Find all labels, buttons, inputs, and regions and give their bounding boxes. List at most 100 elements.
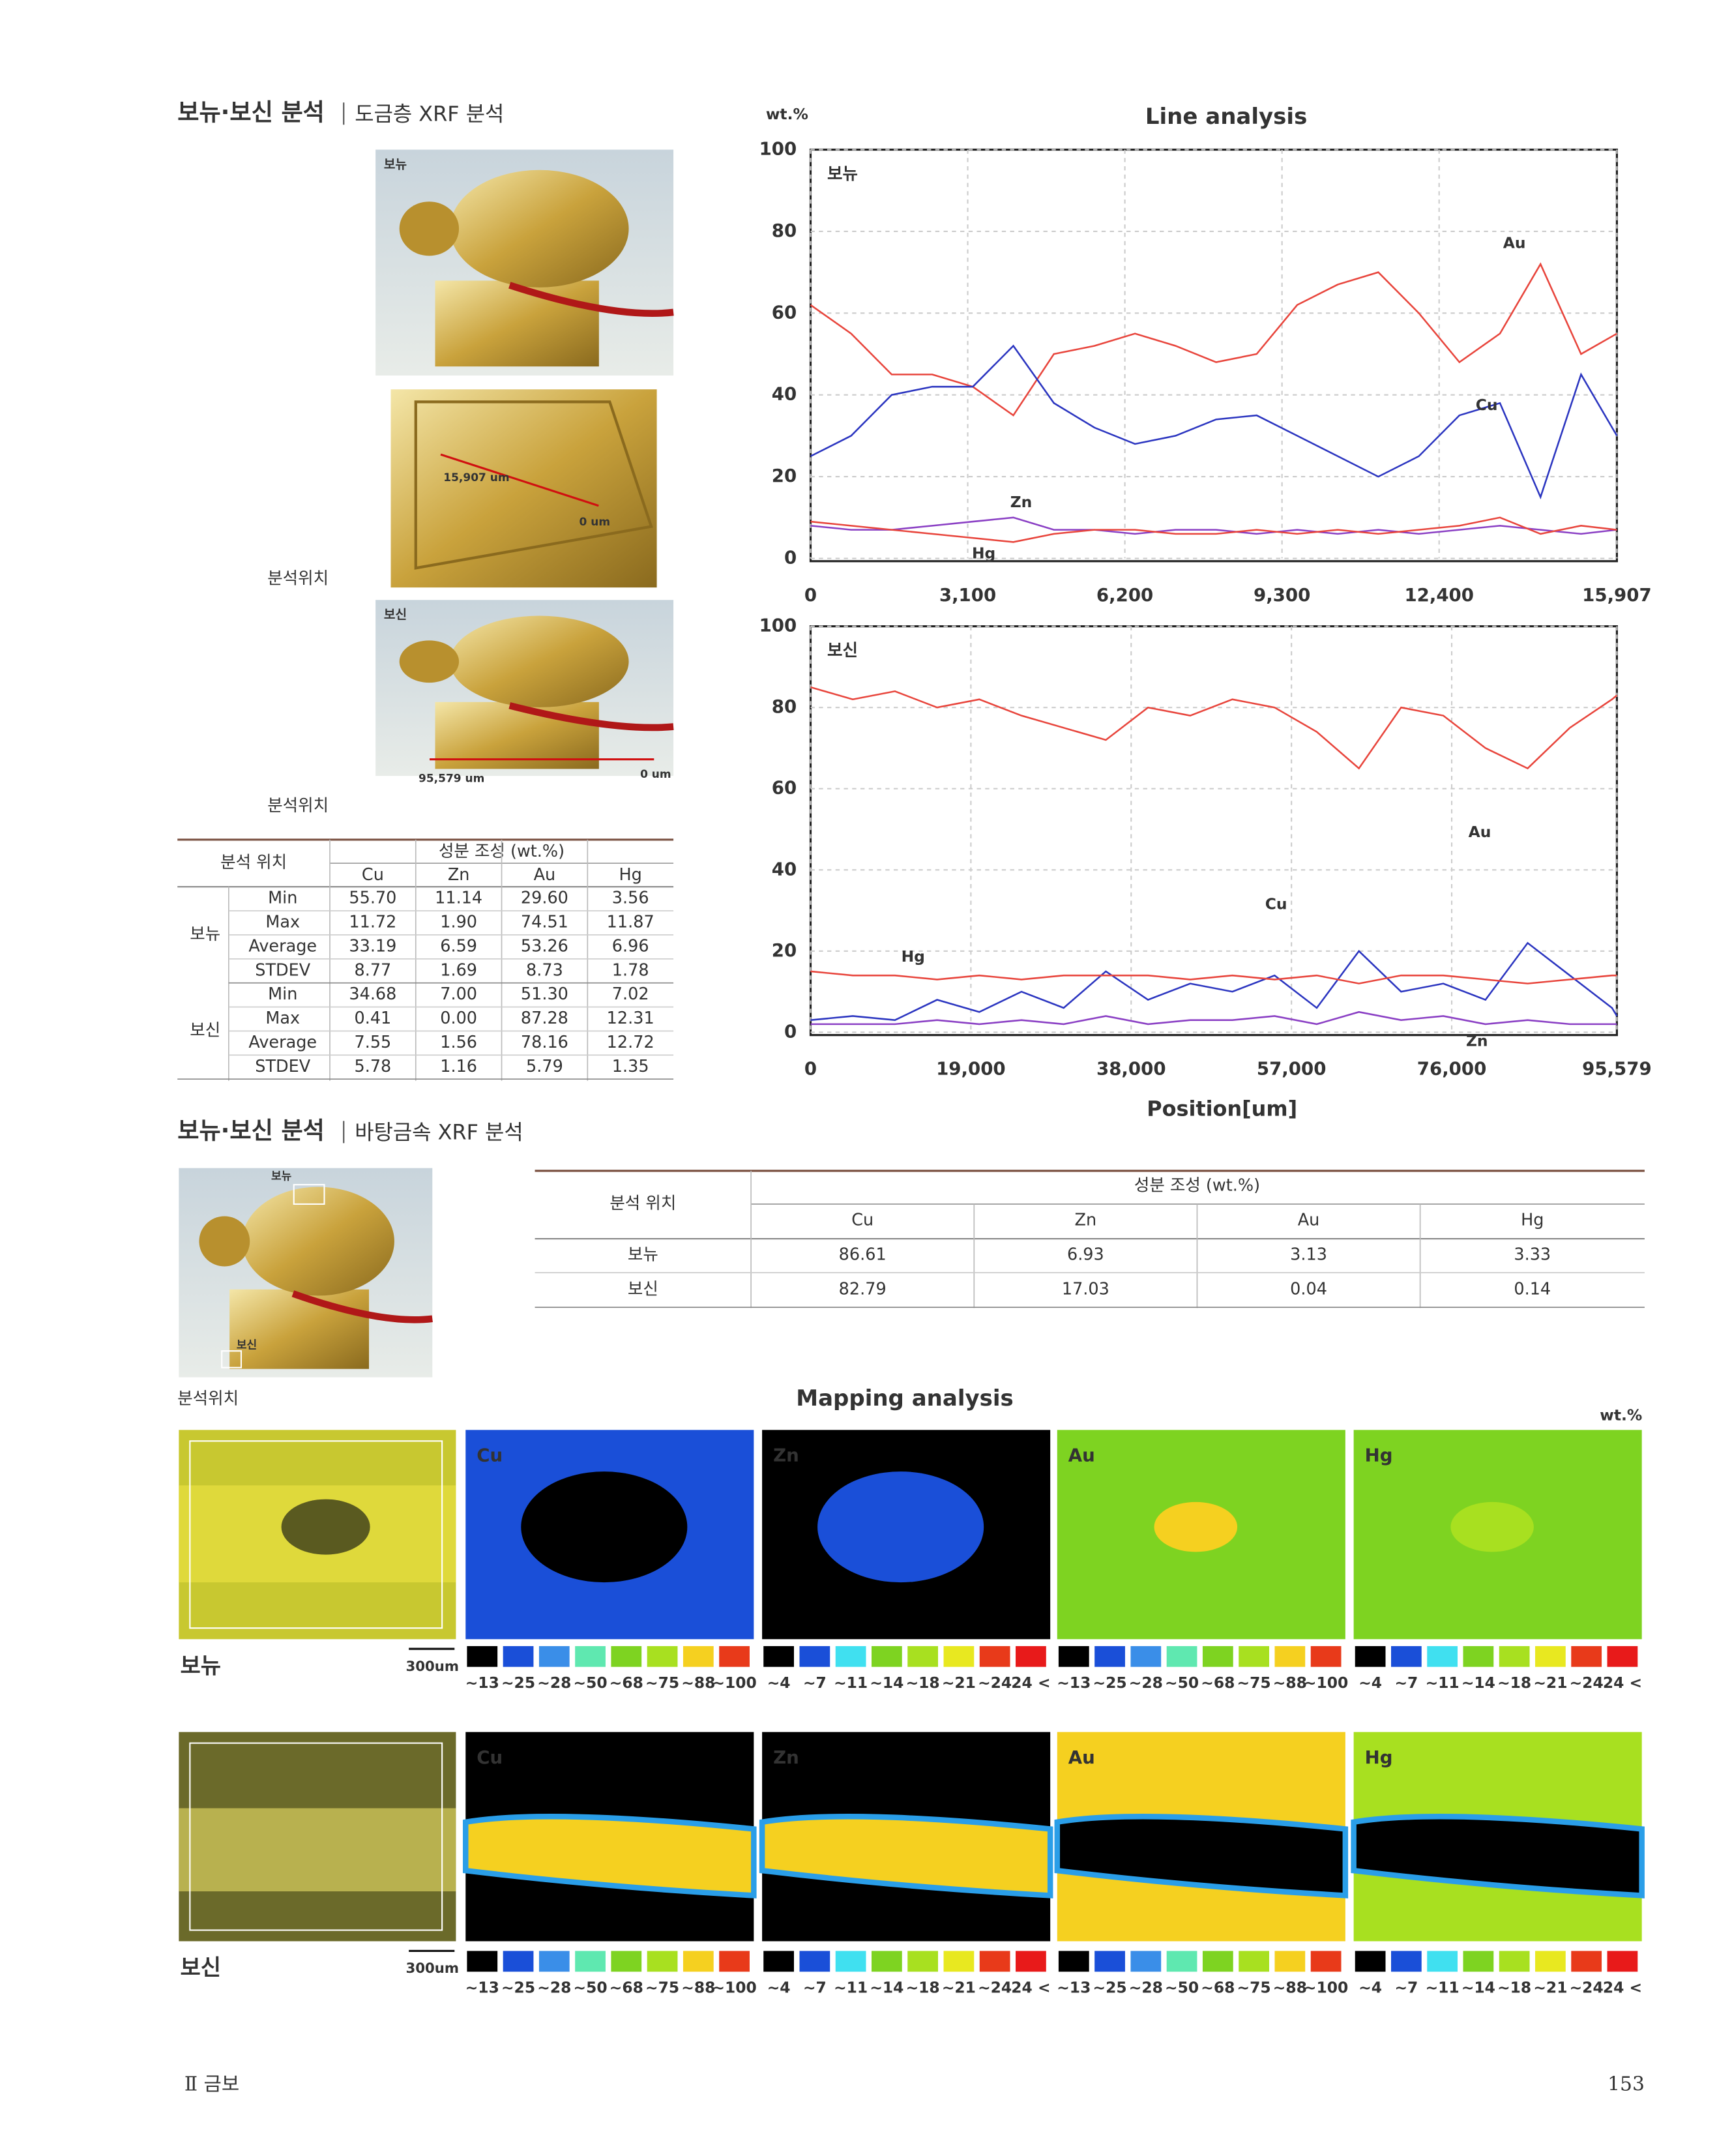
x-axis-label: Position[um] <box>1147 1096 1297 1121</box>
section-title: 보뉴·보신 분석 <box>177 98 325 126</box>
legend-label: ~11 <box>1426 1978 1460 1996</box>
legend-label: ~100 <box>1304 1978 1348 1996</box>
series-label: Au <box>1469 823 1491 841</box>
map-blob <box>1154 1501 1238 1552</box>
x-tick-label: 6,200 <box>1096 584 1153 606</box>
legend-label: ~50 <box>574 1674 608 1692</box>
table-cell: Max <box>265 913 300 932</box>
photo-head <box>199 1216 250 1267</box>
table-cell: 34.68 <box>349 984 396 1004</box>
legend-swatch <box>503 1951 534 1972</box>
legend-swatch <box>799 1646 830 1667</box>
legend-label: ~7 <box>803 1674 827 1692</box>
x-tick-label: 95,579 <box>1582 1058 1652 1080</box>
label: 보신 <box>384 607 407 622</box>
x-tick-label: 57,000 <box>1257 1058 1327 1080</box>
table-cell: 7.02 <box>612 984 649 1004</box>
legend-label: ~18 <box>1497 1674 1531 1692</box>
table-cell: 0.00 <box>440 1009 477 1028</box>
legend-label: ~88 <box>1273 1674 1307 1692</box>
legend-swatch <box>1130 1951 1162 1972</box>
photo-shell <box>450 615 629 707</box>
map-band <box>463 1814 757 1898</box>
legend-swatch <box>1427 1951 1458 1972</box>
series-label: Au <box>1503 234 1526 252</box>
series-line <box>810 516 1617 535</box>
table-cell: 0.14 <box>1514 1280 1551 1299</box>
table-cell: 17.03 <box>1062 1280 1109 1299</box>
y-tick-label: 40 <box>772 858 797 879</box>
label: 보뉴 <box>271 1170 292 1183</box>
map-element: Au <box>1068 1747 1095 1768</box>
table-cell: 3.13 <box>1290 1245 1327 1265</box>
legend-label: ~24 <box>978 1978 1012 1996</box>
legend-label: ~21 <box>1533 1674 1567 1692</box>
table-cell: 보신 <box>190 1020 220 1040</box>
legend-swatch <box>1463 1646 1494 1667</box>
x-tick-label: 19,000 <box>936 1058 1006 1080</box>
legend-swatch <box>719 1951 750 1972</box>
series-label: Hg <box>902 947 925 966</box>
legend-swatch <box>1355 1646 1386 1667</box>
series-line <box>810 262 1618 417</box>
legend-label: ~7 <box>803 1978 827 1996</box>
footer-chapter: Ⅱ 금보 <box>184 2073 239 2096</box>
legend-label: ~100 <box>1304 1674 1348 1692</box>
map-element: Cu <box>477 1445 503 1466</box>
legend-label: 24 < <box>1011 1674 1050 1692</box>
table-cell: 11.14 <box>435 889 482 908</box>
legend-label: ~50 <box>1165 1978 1199 1996</box>
map-blob <box>521 1471 688 1583</box>
table-cell: Min <box>268 984 297 1004</box>
table-cell: Min <box>268 889 297 908</box>
map-blob <box>1450 1501 1534 1552</box>
table-cell: 29.60 <box>521 889 568 908</box>
table-cell: 1.16 <box>440 1057 477 1076</box>
legend-swatch <box>943 1646 975 1667</box>
table-cell: 12.31 <box>607 1009 654 1028</box>
legend-label: ~4 <box>1358 1674 1382 1692</box>
legend-swatch <box>1390 1646 1422 1667</box>
table-cell: 33.19 <box>349 936 396 956</box>
table-cell: 8.73 <box>526 960 563 980</box>
photo-base <box>229 1289 370 1369</box>
legend-label: ~4 <box>767 1674 791 1692</box>
legend-label: ~21 <box>1533 1978 1567 1996</box>
label: 분석위치 <box>177 1389 239 1409</box>
row-label: 보신 <box>180 1955 221 1981</box>
legend-label: 24 < <box>1603 1978 1642 1996</box>
section-subtitle: 도금층 XRF 분석 <box>355 101 504 126</box>
legend-swatch <box>1390 1951 1422 1972</box>
legend-label: ~88 <box>681 1674 715 1692</box>
plot-frame <box>809 625 1619 1037</box>
legend-swatch <box>1571 1951 1602 1972</box>
legend-label: ~18 <box>906 1674 940 1692</box>
legend-swatch <box>1058 1646 1089 1667</box>
legend-label: ~75 <box>1237 1674 1271 1692</box>
series-line <box>810 686 1618 770</box>
legend-label: ~4 <box>1358 1978 1382 1996</box>
legend-swatch <box>1310 1646 1342 1667</box>
legend-swatch <box>1166 1951 1197 1972</box>
legend-swatch <box>763 1646 794 1667</box>
legend-label: ~68 <box>609 1674 643 1692</box>
legend-swatch <box>1274 1646 1306 1667</box>
series-label: Zn <box>1010 493 1033 511</box>
legend-label: ~24 <box>1570 1674 1604 1692</box>
legend-label: ~13 <box>1057 1978 1091 1996</box>
legend-swatch <box>835 1646 866 1667</box>
legend-swatch <box>1463 1951 1494 1972</box>
legend-label: ~18 <box>906 1978 940 1996</box>
label: 95,579 um <box>418 772 484 785</box>
legend-label: ~14 <box>1461 1674 1495 1692</box>
photo-head <box>399 201 460 256</box>
legend-swatch <box>1607 1646 1638 1667</box>
legend-label: 24 < <box>1011 1978 1050 1996</box>
table-cell: 78.16 <box>521 1033 568 1052</box>
legend-label: ~75 <box>645 1978 679 1996</box>
photo-shell <box>450 170 629 288</box>
panel-label: 보신 <box>827 641 858 660</box>
photo <box>390 389 657 588</box>
map-photo-spot <box>281 1499 370 1555</box>
